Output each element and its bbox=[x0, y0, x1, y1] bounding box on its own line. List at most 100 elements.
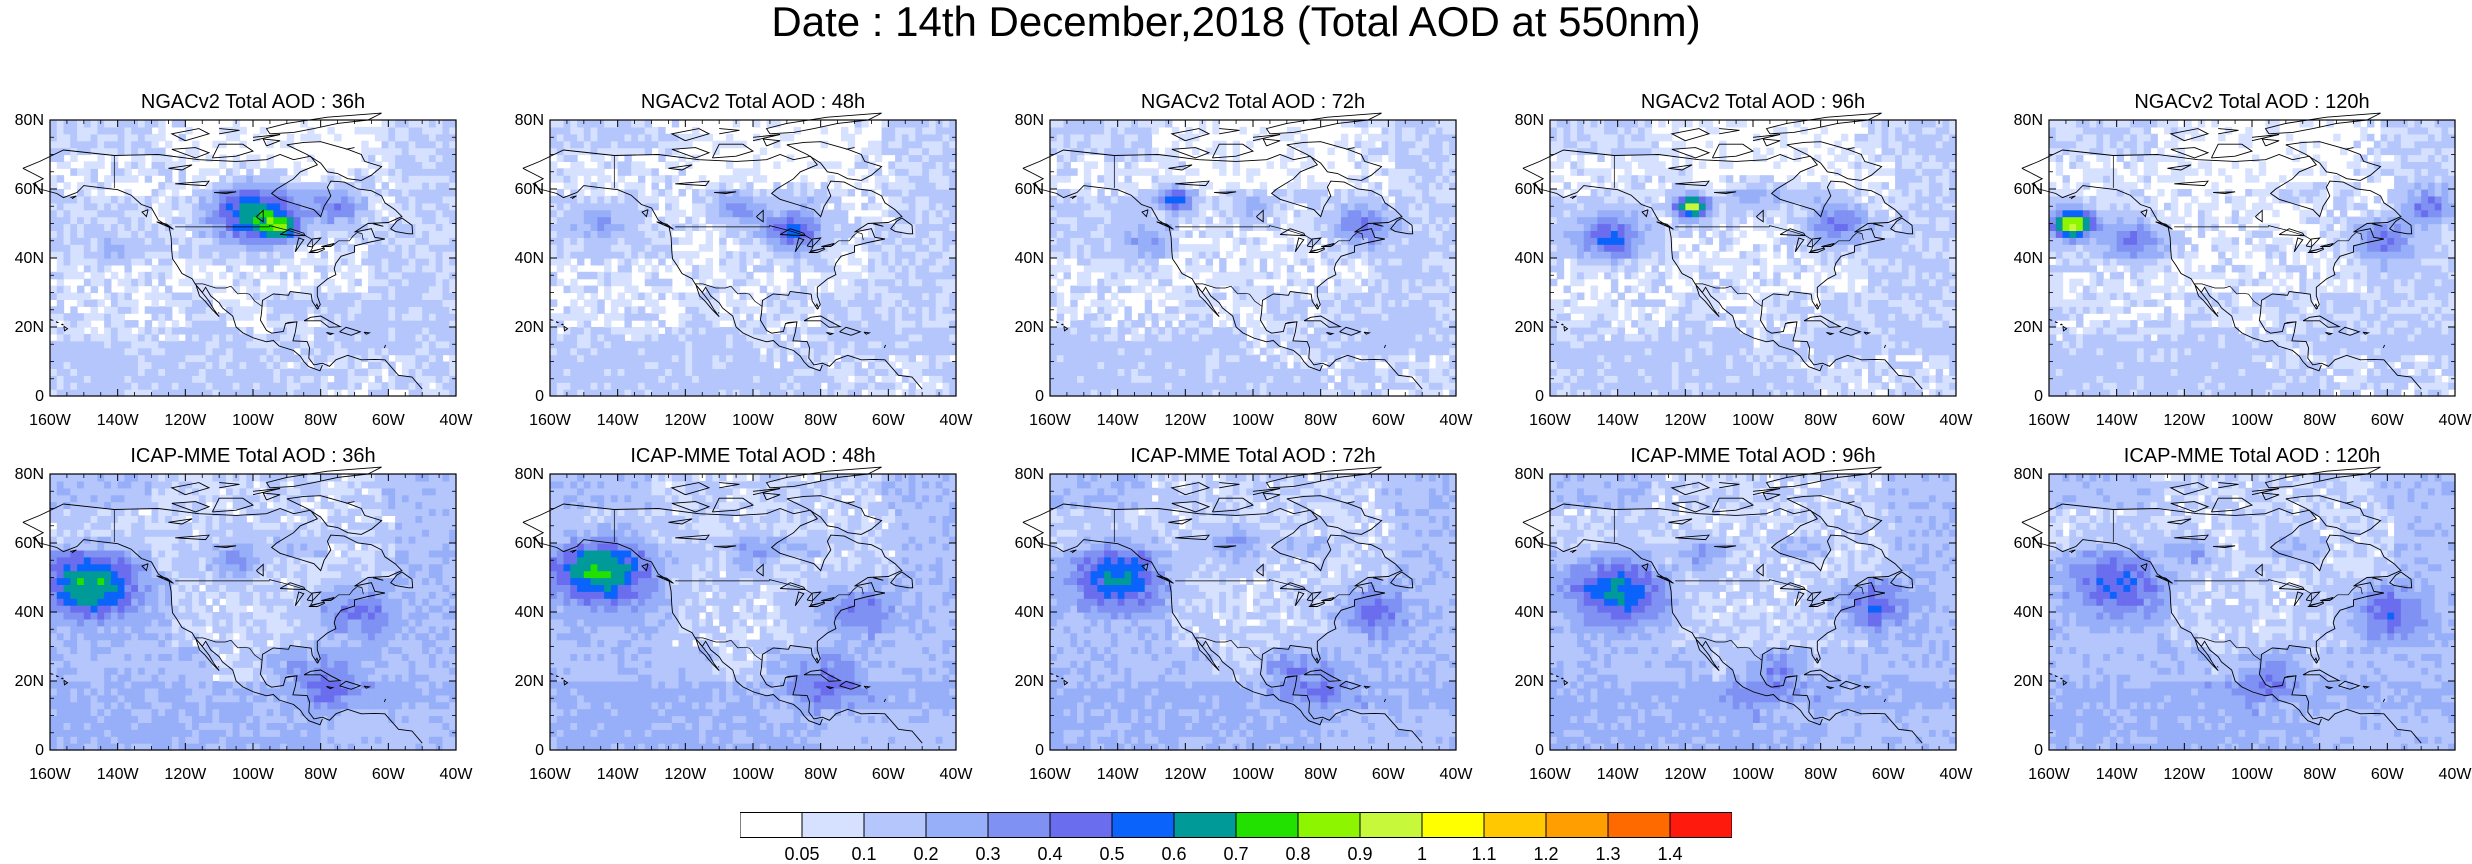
lon-tick-label: 140W bbox=[2096, 766, 2139, 783]
lat-tick-label: 20N bbox=[1515, 673, 1544, 690]
colorbar-swatch bbox=[1422, 813, 1484, 838]
colorbar-swatch bbox=[988, 813, 1050, 838]
panel-title: ICAP-MME Total AOD : 120h bbox=[2049, 444, 2455, 468]
lon-tick-label: 80W bbox=[804, 412, 838, 429]
panel-title: NGACv2 Total AOD : 72h bbox=[1050, 90, 1456, 114]
colorbar-swatch bbox=[926, 813, 988, 838]
lon-tick-label: 160W bbox=[2028, 766, 2071, 783]
panel-title: NGACv2 Total AOD : 120h bbox=[2049, 90, 2455, 114]
lon-tick-label: 160W bbox=[1529, 412, 1572, 429]
lat-tick-label: 0 bbox=[1535, 388, 1544, 405]
lon-tick-label: 140W bbox=[597, 412, 640, 429]
lon-tick-label: 120W bbox=[664, 766, 707, 783]
lat-tick-label: 40N bbox=[1515, 250, 1544, 267]
lat-tick-label: 20N bbox=[2014, 673, 2043, 690]
lon-tick-label: 40W bbox=[2439, 412, 2472, 429]
aod-field bbox=[50, 474, 457, 751]
lat-tick-label: 20N bbox=[1515, 319, 1544, 336]
lon-tick-label: 120W bbox=[664, 412, 707, 429]
lat-tick-label: 20N bbox=[15, 319, 44, 336]
lat-tick-label: 40N bbox=[15, 250, 44, 267]
lon-tick-label: 40W bbox=[940, 766, 974, 783]
colorbar-label: 0.05 bbox=[784, 844, 819, 864]
colorbar-label: 0.4 bbox=[1037, 844, 1062, 864]
colorbar-swatch bbox=[1608, 813, 1670, 838]
lon-tick-label: 60W bbox=[372, 412, 406, 429]
lat-tick-label: 20N bbox=[2014, 319, 2043, 336]
colorbar-label: 0.2 bbox=[913, 844, 938, 864]
lat-tick-label: 40N bbox=[2014, 250, 2043, 267]
lon-tick-label: 40W bbox=[2439, 766, 2472, 783]
lon-tick-label: 60W bbox=[1372, 766, 1406, 783]
colorbar-swatch bbox=[1546, 813, 1608, 838]
lon-tick-label: 120W bbox=[164, 766, 207, 783]
colorbar-swatch bbox=[1050, 813, 1112, 838]
aod-field bbox=[50, 120, 457, 397]
colorbar-label: 0.1 bbox=[851, 844, 876, 864]
colorbar-swatch bbox=[1670, 813, 1732, 838]
lon-tick-label: 100W bbox=[1232, 766, 1275, 783]
lat-tick-label: 60N bbox=[515, 535, 544, 552]
colorbar-swatches bbox=[740, 812, 1732, 838]
lon-tick-label: 160W bbox=[1529, 766, 1572, 783]
lon-tick-label: 120W bbox=[164, 412, 207, 429]
lon-tick-label: 140W bbox=[1597, 412, 1640, 429]
lon-tick-label: 120W bbox=[1164, 412, 1207, 429]
lon-tick-label: 60W bbox=[372, 766, 406, 783]
lat-tick-label: 60N bbox=[15, 181, 44, 198]
lat-tick-label: 40N bbox=[1515, 604, 1544, 621]
lat-tick-label: 40N bbox=[2014, 604, 2043, 621]
lon-tick-label: 160W bbox=[529, 766, 572, 783]
lat-tick-label: 80N bbox=[515, 112, 544, 129]
colorbar-swatch bbox=[864, 813, 926, 838]
lat-tick-label: 60N bbox=[2014, 535, 2043, 552]
lat-tick-label: 60N bbox=[1515, 181, 1544, 198]
lon-tick-label: 100W bbox=[232, 766, 275, 783]
lon-tick-label: 80W bbox=[2303, 766, 2337, 783]
aod-field bbox=[1550, 120, 1957, 397]
colorbar-swatch bbox=[802, 813, 864, 838]
lat-tick-label: 80N bbox=[515, 466, 544, 483]
lon-tick-label: 100W bbox=[732, 412, 775, 429]
lat-tick-label: 20N bbox=[1015, 673, 1044, 690]
lat-tick-label: 60N bbox=[2014, 181, 2043, 198]
aod-field bbox=[1050, 120, 1457, 397]
lon-tick-label: 40W bbox=[440, 412, 474, 429]
lon-tick-label: 60W bbox=[872, 412, 906, 429]
panel-title: ICAP-MME Total AOD : 36h bbox=[50, 444, 456, 468]
lat-tick-label: 80N bbox=[15, 466, 44, 483]
colorbar-swatch bbox=[1360, 813, 1422, 838]
lon-tick-label: 140W bbox=[597, 766, 640, 783]
lon-tick-label: 40W bbox=[940, 412, 974, 429]
panel-title: NGACv2 Total AOD : 96h bbox=[1550, 90, 1956, 114]
aod-colorbar bbox=[740, 812, 1732, 838]
colorbar-label: 0.6 bbox=[1161, 844, 1186, 864]
lon-tick-label: 160W bbox=[2028, 412, 2071, 429]
lon-tick-label: 100W bbox=[1232, 412, 1275, 429]
lon-tick-label: 40W bbox=[1940, 766, 1974, 783]
aod-field bbox=[550, 120, 957, 397]
aod-field bbox=[550, 474, 957, 751]
colorbar-swatch bbox=[740, 813, 802, 838]
lat-tick-label: 60N bbox=[1015, 535, 1044, 552]
lon-tick-label: 40W bbox=[1440, 412, 1474, 429]
lon-tick-label: 60W bbox=[1872, 766, 1906, 783]
colorbar-swatch bbox=[1484, 813, 1546, 838]
colorbar-label: 1.3 bbox=[1595, 844, 1620, 864]
lon-tick-label: 100W bbox=[1732, 412, 1775, 429]
colorbar-swatch bbox=[1174, 813, 1236, 838]
lat-tick-label: 80N bbox=[1015, 466, 1044, 483]
